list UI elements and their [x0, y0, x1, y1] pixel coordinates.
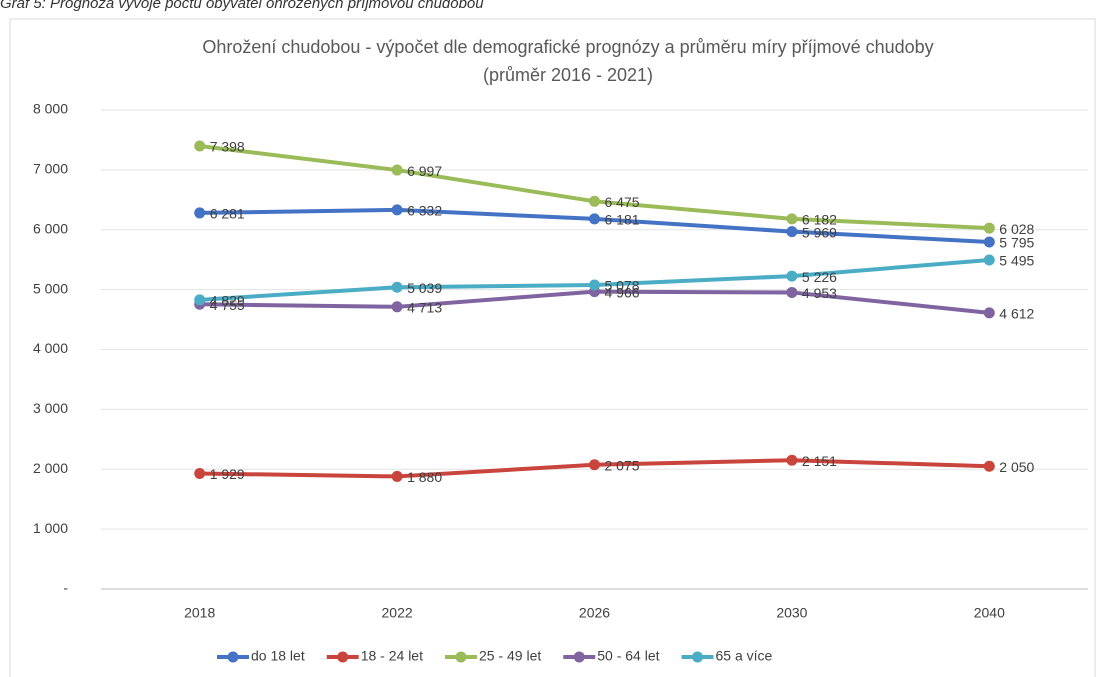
data-label: 5 226	[802, 269, 837, 285]
data-label: 6 182	[802, 212, 837, 228]
data-point	[391, 281, 403, 293]
data-point	[589, 459, 600, 471]
data-point	[194, 468, 206, 480]
data-label: 6 997	[407, 163, 442, 179]
data-point	[194, 294, 206, 306]
data-label: 4 966	[605, 284, 640, 300]
data-label: 2 151	[802, 453, 837, 469]
data-label: 6 281	[210, 206, 245, 222]
y-tick-label: 2 000	[33, 460, 68, 476]
data-label: 4 713	[407, 300, 442, 316]
chart-subtitle: (průměr 2016 - 2021)	[483, 65, 653, 85]
x-tick-label: 2040	[974, 605, 1005, 621]
y-tick-label: 6 000	[33, 220, 68, 236]
data-label: 5 969	[802, 224, 837, 240]
data-label: 4 612	[999, 306, 1034, 322]
data-label: 4 755	[210, 297, 245, 313]
data-point	[983, 460, 995, 472]
legend-label: 50 - 64 let	[597, 648, 659, 664]
data-point	[786, 213, 798, 225]
data-point	[194, 207, 206, 219]
data-point	[194, 140, 206, 152]
data-point	[391, 301, 403, 313]
data-label: 5 078	[605, 278, 640, 294]
data-point	[983, 236, 995, 248]
data-label: 5 495	[999, 253, 1034, 269]
legend-marker	[692, 651, 704, 663]
x-tick-label: 2018	[184, 605, 215, 621]
data-label: 1 880	[407, 469, 442, 485]
data-label: 1 929	[210, 466, 245, 482]
y-tick-label: -	[63, 580, 68, 596]
data-label: 5 039	[407, 280, 442, 296]
data-point	[786, 270, 798, 282]
legend-label: 18 - 24 let	[361, 648, 423, 664]
y-tick-label: 4 000	[33, 340, 68, 356]
chart-title: Ohrožení chudobou - výpočet dle demograf…	[202, 37, 933, 57]
chart-frame	[9, 18, 1096, 677]
y-tick-label: 1 000	[33, 520, 68, 536]
x-tick-label: 2030	[776, 605, 807, 621]
x-tick-label: 2022	[382, 605, 413, 621]
legend-marker	[337, 651, 349, 663]
data-point	[391, 204, 403, 216]
data-label: 6 181	[605, 212, 640, 228]
data-label: 6 028	[999, 221, 1034, 237]
data-point	[983, 307, 995, 319]
legend-marker	[455, 651, 467, 663]
data-point	[391, 164, 403, 176]
data-point	[983, 254, 995, 266]
data-point	[589, 213, 600, 225]
data-label: 2 050	[999, 459, 1034, 475]
x-tick-label: 2026	[579, 605, 610, 621]
data-label: 2 075	[605, 457, 640, 473]
legend-label: do 18 let	[251, 648, 305, 664]
data-label: 4 953	[802, 285, 837, 301]
data-point	[786, 286, 798, 298]
legend-label: 65 a více	[716, 648, 773, 664]
data-point	[983, 222, 995, 234]
y-tick-label: 3 000	[33, 400, 68, 416]
legend-label: 25 - 49 let	[479, 648, 541, 664]
data-label: 6 332	[407, 203, 442, 219]
data-label: 4 829	[210, 293, 245, 309]
data-point	[786, 454, 798, 466]
data-label: 7 398	[210, 139, 245, 155]
y-tick-label: 8 000	[33, 101, 68, 117]
data-point	[391, 470, 403, 482]
y-tick-label: 5 000	[33, 280, 68, 296]
data-label: 5 795	[999, 235, 1034, 251]
data-point	[786, 226, 798, 238]
y-tick-label: 7 000	[33, 161, 68, 177]
legend-marker	[573, 651, 585, 663]
legend-marker	[227, 651, 239, 663]
data-label: 6 475	[605, 194, 640, 210]
data-point	[589, 195, 600, 207]
caption: Graf 5: Prognóza vývoje počtu obyvatel o…	[0, 0, 484, 12]
data-point	[589, 279, 600, 291]
